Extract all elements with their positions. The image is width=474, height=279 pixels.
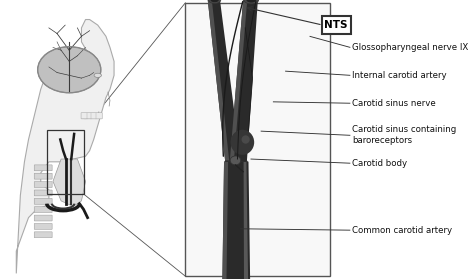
- FancyBboxPatch shape: [34, 182, 52, 187]
- Polygon shape: [244, 162, 248, 279]
- Ellipse shape: [210, 0, 219, 2]
- Bar: [185, 3, 330, 276]
- Ellipse shape: [242, 135, 250, 144]
- Polygon shape: [208, 0, 229, 162]
- Text: Carotid body: Carotid body: [352, 159, 408, 168]
- Ellipse shape: [94, 73, 101, 78]
- Text: Glossopharyngeal nerve IX: Glossopharyngeal nerve IX: [352, 43, 469, 52]
- Ellipse shape: [230, 130, 254, 155]
- Polygon shape: [230, 0, 247, 162]
- FancyBboxPatch shape: [34, 207, 52, 213]
- FancyBboxPatch shape: [81, 113, 102, 119]
- Text: Carotid sinus nerve: Carotid sinus nerve: [352, 99, 436, 108]
- Ellipse shape: [209, 0, 221, 4]
- Text: Common carotid artery: Common carotid artery: [352, 226, 453, 235]
- Polygon shape: [222, 162, 228, 279]
- Polygon shape: [224, 160, 248, 162]
- Text: Carotid sinus containing
baroreceptors: Carotid sinus containing baroreceptors: [352, 126, 456, 145]
- Ellipse shape: [230, 156, 241, 165]
- FancyBboxPatch shape: [34, 223, 52, 229]
- FancyBboxPatch shape: [34, 232, 52, 238]
- FancyBboxPatch shape: [321, 16, 350, 34]
- Ellipse shape: [246, 0, 256, 3]
- FancyBboxPatch shape: [34, 173, 52, 179]
- Text: Internal carotid artery: Internal carotid artery: [352, 71, 447, 80]
- Bar: [47, 130, 83, 194]
- Ellipse shape: [37, 47, 101, 93]
- Ellipse shape: [244, 0, 259, 4]
- Polygon shape: [222, 162, 250, 279]
- Polygon shape: [230, 0, 258, 162]
- Polygon shape: [53, 159, 85, 206]
- Polygon shape: [16, 20, 114, 273]
- Text: NTS: NTS: [324, 20, 348, 30]
- FancyBboxPatch shape: [34, 198, 52, 204]
- Polygon shape: [208, 0, 241, 162]
- FancyBboxPatch shape: [34, 165, 52, 171]
- FancyBboxPatch shape: [34, 215, 52, 221]
- FancyBboxPatch shape: [34, 190, 52, 196]
